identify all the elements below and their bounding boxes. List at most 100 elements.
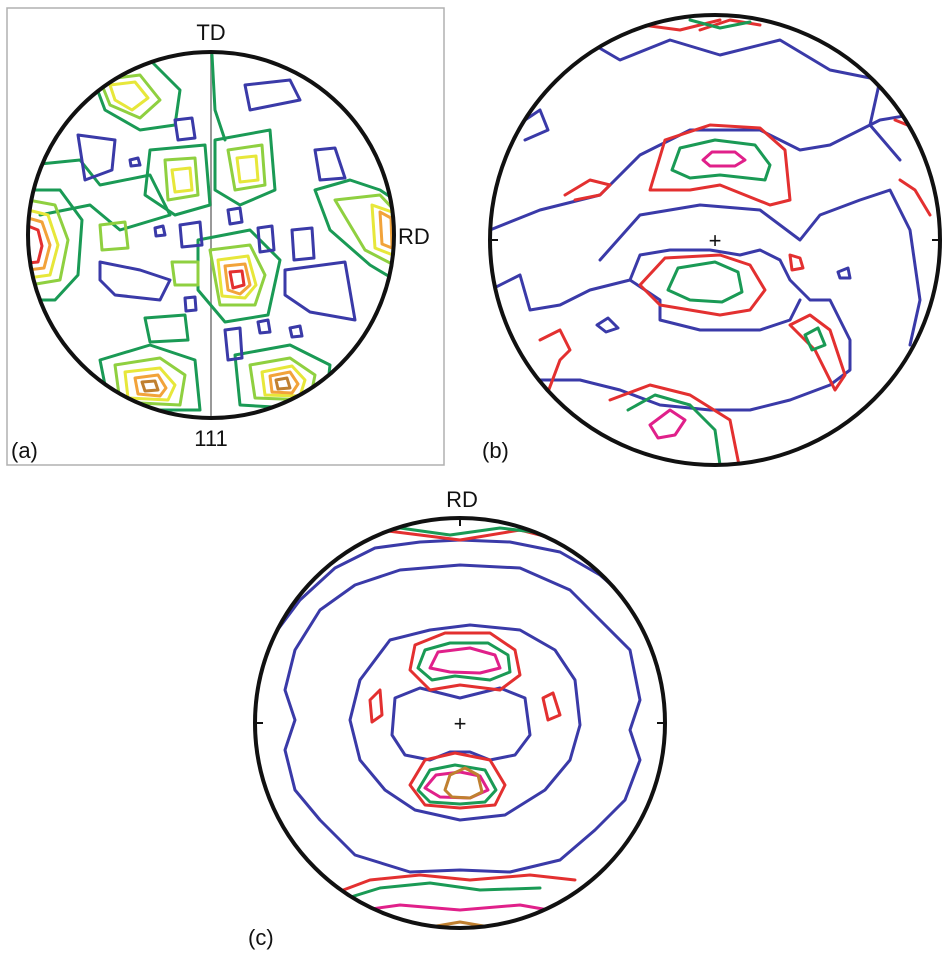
contour-yellow [123,366,177,402]
contour-yellow [108,80,150,112]
contour-blue [313,146,347,182]
panel-a-right-label: RD [398,224,430,249]
contour-blue [288,324,304,339]
contour-magenta [348,903,562,914]
contour-blue [598,188,922,347]
contour-red [898,178,932,217]
panel-a-circle [26,50,396,420]
contour-magenta [428,646,502,675]
contour-blue [256,318,272,335]
contour-green [313,178,394,282]
contour-blue [226,206,244,226]
contour-green [626,393,722,465]
panel-c-center-marker: + [454,711,467,736]
contour-green [213,128,277,207]
panel-c-top-label: RD [446,487,478,512]
panel-b: + (b) [482,13,942,467]
contour-yellow [170,166,194,194]
contour-magenta [648,408,687,440]
contour-blue [178,220,204,249]
contour-lightgreen [170,260,200,287]
contour-green [196,228,282,324]
contour-red [328,873,577,897]
contour-lightgreen [333,193,394,267]
contour-lightgreen [98,220,130,252]
contour-orange [268,370,300,395]
contour-blue [490,108,940,232]
contour-lightgreen [226,143,267,192]
contour-red [648,123,792,207]
contour-red [538,328,572,402]
contour-blue [243,78,302,112]
contour-blue [256,224,276,254]
panel-a-top-label: TD [196,20,225,45]
contour-blue [98,260,172,302]
contour-blue [390,686,532,762]
contour-magenta [423,770,490,800]
contour-blue [153,224,167,238]
contour-red [608,383,742,465]
contour-green [416,641,512,682]
contour-blue [348,623,582,822]
contour-blue [290,226,316,262]
contour-brown [443,766,484,800]
contour-red [788,253,805,272]
contour-red [408,751,507,810]
contour-green [143,143,212,217]
contour-blue [183,295,198,313]
contour-green [143,313,190,344]
contour-green [416,763,498,806]
contour-green [670,138,772,182]
contour-green [803,326,827,352]
contour-blue [283,563,642,874]
panel-c-label: (c) [248,925,274,950]
contour-blue [836,266,852,280]
contour-orange [378,210,394,250]
contour-green [210,53,227,142]
contour-green [28,188,84,302]
contour-blue [283,260,357,322]
contour-lightgreen [163,156,200,202]
contour-magenta [701,150,747,168]
panel-a-bottom-label: 111 [194,426,227,451]
contour-blue [558,23,902,162]
contour-brown [140,379,160,393]
contour-blue [595,316,620,334]
contour-yellow [216,254,258,300]
contour-yellow [28,208,60,280]
panel-a: TD RD 111 (a) [6,7,445,466]
contour-blue [268,538,642,642]
contour-red [541,691,562,722]
contour-blue [76,133,117,182]
contour-red [28,224,44,265]
panel-b-label: (b) [482,438,509,463]
contour-lightgreen [28,198,70,287]
contour-yellow [260,364,307,398]
contour-yellow [235,154,260,184]
contour-lightgreen [208,243,267,307]
contour-green [666,260,744,304]
contour-blue [128,156,142,168]
contour-lightgreen [98,73,162,120]
contour-blue [628,278,802,332]
contour-red [228,269,246,290]
contour-orange [133,373,168,398]
panel-a-frame [6,7,445,466]
panel-b-center-marker: + [709,228,722,253]
panel-a-contours [28,52,394,418]
contour-green [688,18,752,30]
contour-orange [223,262,252,296]
panel-a-label: (a) [11,438,38,463]
contour-blue [223,326,244,362]
contour-red [408,631,522,692]
contour-blue [490,248,852,412]
contour-red [368,688,384,724]
contour-red [638,253,767,317]
contour-orange [28,216,52,272]
contour-blue [173,116,197,142]
contour-red [563,178,612,202]
contour-brown [274,376,292,391]
contour-green [333,881,542,904]
panel-c: RD + (c) [248,487,667,950]
